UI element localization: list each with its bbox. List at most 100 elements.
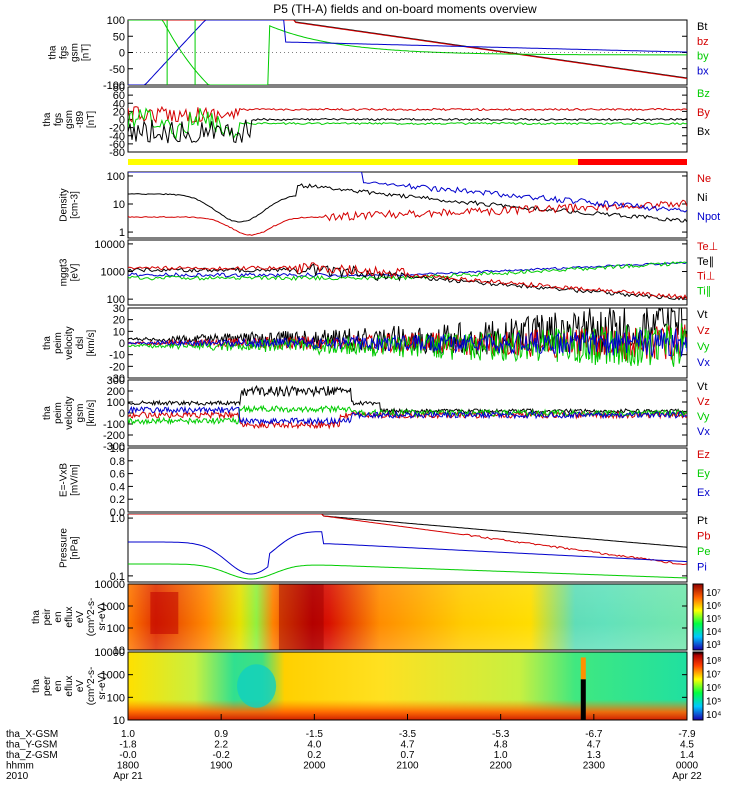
legend-entry: Vt	[697, 381, 707, 393]
trace-vx	[128, 328, 687, 358]
y-axis-label: tha	[42, 406, 53, 420]
y-axis-label: E=-VxB	[59, 463, 70, 498]
y-tick-label: 0.0	[110, 507, 125, 519]
x-axis-value: -0.2	[213, 750, 231, 761]
legend-entry: Bt	[697, 21, 707, 33]
colorbar-tick-label: 10⁶	[706, 601, 721, 612]
y-tick-label: 100	[107, 294, 125, 306]
y-tick-label: 0	[119, 115, 125, 127]
y-tick-label: 1000	[101, 267, 125, 279]
y-tick-label: -100	[103, 419, 125, 431]
trace-bx	[128, 117, 687, 144]
x-axis-value: 2300	[583, 761, 606, 772]
y-tick-label: 100	[107, 15, 125, 27]
spectrogram-data-gap	[580, 679, 586, 720]
x-axis-value: 2200	[490, 761, 513, 772]
x-axis-value: Apr 21	[113, 771, 143, 782]
y-axis-label: [nT]	[81, 44, 92, 61]
colorbar-tick-label: 10⁴	[706, 710, 721, 721]
legend-entry: by	[697, 51, 709, 63]
panel-p8: 1.0 0.1 Pressure [nPa] Pt Pb Pe Pi	[59, 513, 711, 583]
legend-entry: Vt	[697, 309, 707, 321]
x-axis-value: 1.0	[121, 729, 135, 740]
trace-npot	[128, 172, 687, 213]
trace-pt	[128, 514, 687, 548]
x-axis-value: 0.7	[401, 750, 415, 761]
legend-entry: Bz	[697, 88, 710, 100]
y-tick-label: -100	[103, 80, 125, 92]
y-tick-label: 40	[113, 98, 125, 110]
legend-entry: Pb	[697, 531, 710, 543]
legend-entry: Npot	[697, 211, 720, 223]
y-axis-label: en	[53, 611, 64, 622]
x-axis-value: -6.7	[585, 729, 603, 740]
y-tick-label: 0.1	[110, 571, 125, 583]
colorbar-tick-label: 10⁴	[706, 627, 721, 638]
y-axis-label: peim	[53, 332, 64, 354]
y-tick-label: 0	[119, 48, 125, 60]
y-tick-label: -50	[109, 64, 125, 76]
y-tick-label: 10	[113, 715, 125, 727]
y-axis-label: velocity	[64, 326, 75, 359]
panel-frame	[127, 447, 688, 513]
x-axis-value: 4.8	[494, 740, 508, 751]
x-axis-value: 2.2	[214, 740, 228, 751]
y-axis-label: Pressure	[59, 528, 70, 568]
x-axis-value: 0.2	[307, 750, 321, 761]
trace-pi	[128, 531, 687, 575]
y-axis-label: [nT]	[86, 111, 97, 128]
y-axis-label: [nPa]	[70, 536, 81, 560]
trace-by	[128, 107, 687, 141]
y-axis-label: dsl	[75, 337, 86, 350]
legend-entry: Vz	[697, 396, 710, 408]
trace-vy	[128, 323, 687, 367]
y-axis-label: [cm-3]	[70, 191, 81, 219]
y-tick-label: 1000	[101, 670, 125, 682]
legend-entry: Ex	[697, 487, 710, 499]
panel-p4: 10000 1000 100 mggt3 [eV] Te⊥ Te∥ Ti⊥ Ti∥	[59, 239, 719, 306]
y-tick-label: 30	[113, 303, 125, 315]
legend-entry: Vx	[697, 426, 710, 438]
y-axis-label: Density	[59, 188, 70, 221]
trace-by	[128, 20, 687, 85]
spectrogram-blob	[237, 664, 277, 708]
y-axis-label: tha	[31, 610, 42, 624]
y-tick-label: 80	[113, 82, 125, 94]
panel-frame	[127, 239, 688, 306]
panel-traces	[128, 514, 687, 580]
legend-entry: Ey	[697, 468, 710, 480]
panel-p3: 100 10 1 Density [cm-3] Ne Ni Npot	[59, 171, 721, 239]
y-tick-label: 10000	[94, 239, 125, 251]
panel-traces	[128, 105, 687, 144]
x-axis-value: 4.7	[587, 740, 601, 751]
panel-p10: 10000 1000 100 10 tha peer en eflux eV (cm^2-s-sr…	[31, 647, 721, 727]
colorbar-tick-label: 10⁶	[706, 683, 721, 694]
y-tick-label: 0.4	[110, 481, 125, 493]
x-axis-value: -1.5	[306, 729, 324, 740]
y-axis-label: (cm^2-s-	[86, 667, 97, 706]
y-tick-label: 300	[107, 375, 125, 387]
status-bar-segment	[128, 159, 578, 165]
status-bar-segment	[577, 159, 687, 165]
x-axis-value: 2100	[396, 761, 419, 772]
legend-entry: Vy	[697, 411, 710, 423]
y-axis-label: [mV/m]	[70, 464, 81, 496]
legend-entry: bx	[697, 65, 709, 77]
y-tick-label: 0.8	[110, 456, 125, 468]
legend-entry: Bx	[697, 126, 710, 138]
legend-entry: bz	[697, 36, 709, 48]
panel-frame	[127, 19, 688, 86]
y-axis-label: [km/s]	[86, 329, 97, 356]
colorbar-tick-label: 10⁵	[706, 614, 721, 625]
panel-p1: 100 50 0 -50 -100 tha fgs gsm [nT] Bt bz by bx	[48, 15, 710, 92]
x-axis-row-label: hhmm	[6, 761, 34, 772]
y-tick-label: 10	[113, 645, 125, 657]
y-axis-label: peer	[42, 675, 53, 696]
legend-entry: Pe	[697, 546, 710, 558]
y-axis-label: -t89	[75, 110, 86, 128]
x-axis-value: 4.7	[401, 740, 415, 751]
legend-entry: Pi	[697, 562, 707, 574]
